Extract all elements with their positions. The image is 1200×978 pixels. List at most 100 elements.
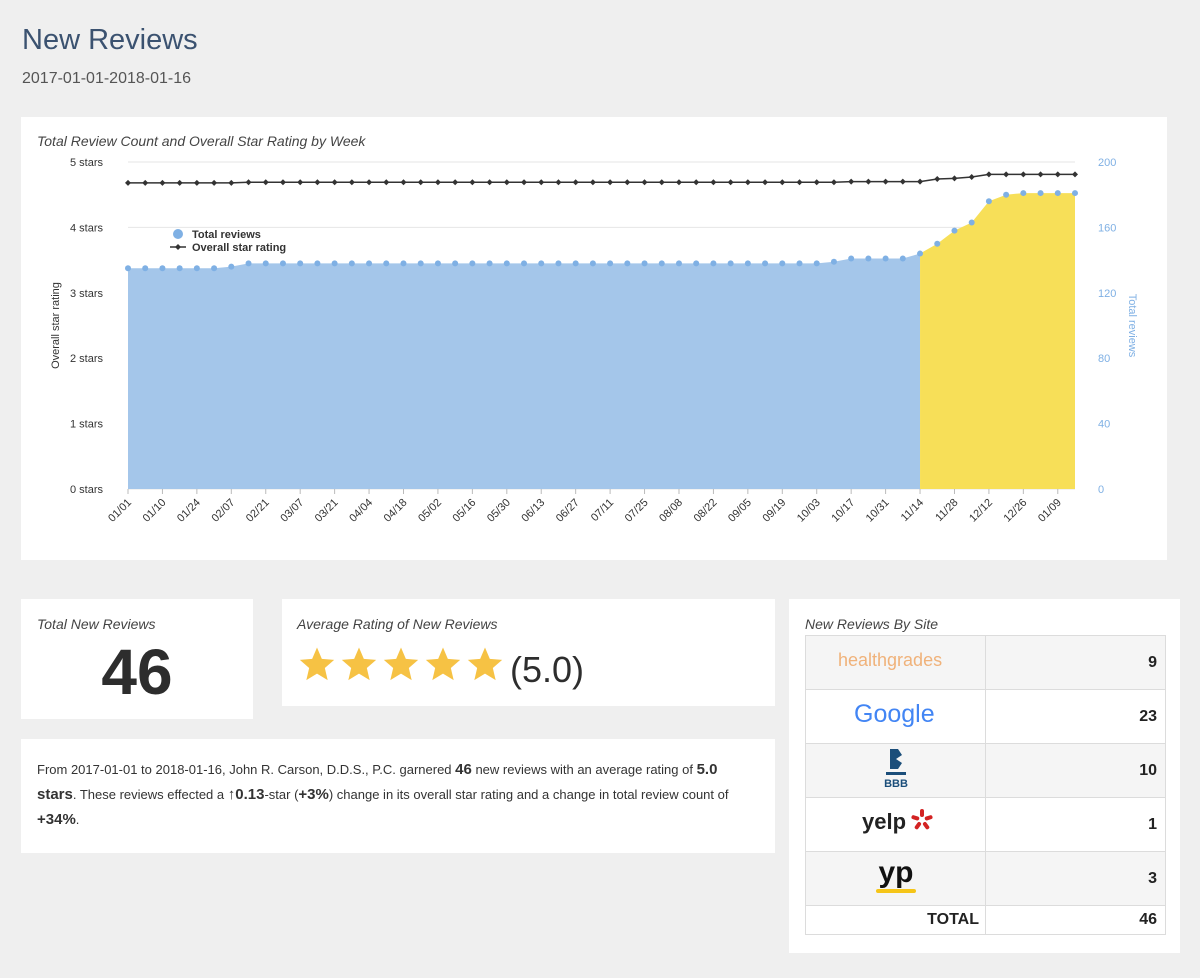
y-left-tick-label: 3 stars [70, 288, 104, 300]
total-reviews-point [521, 260, 528, 267]
total-reviews-point [934, 240, 941, 247]
star-rating-point [899, 178, 906, 185]
x-tick-label: 05/30 [485, 497, 513, 525]
star-rating-point [882, 178, 889, 185]
healthgrades-logo: healthgrades [805, 635, 986, 690]
total-reviews-point [607, 260, 614, 267]
star-rating-point [366, 179, 373, 186]
star-rating-point [693, 179, 700, 186]
x-tick-label: 02/21 [244, 497, 272, 525]
summary-star-change: 0.13 [235, 786, 265, 803]
site-count: 1 [985, 797, 1166, 852]
star-rating-point [400, 179, 407, 186]
star-icon [383, 647, 419, 681]
y-left-tick-label: 2 stars [70, 353, 104, 365]
total-reviews-point [727, 260, 734, 267]
review-chart: 0 stars 1 stars 2 stars 3 stars 4 stars 5 sta… [50, 157, 1138, 525]
google-logo: Google [805, 689, 986, 744]
chart-title: Total Review Count and Overall Star Rati… [37, 133, 366, 149]
total-reviews-point [985, 198, 992, 205]
summary-rating-unit: stars [37, 786, 73, 803]
y-left-tick-label: 0 stars [70, 484, 104, 496]
total-reviews-point [314, 260, 321, 267]
x-tick-label: 06/13 [519, 497, 547, 525]
total-reviews-point [830, 258, 837, 265]
y-right-tick-label: 160 [1098, 222, 1116, 234]
star-rating-point [417, 179, 424, 186]
legend-total-reviews-marker [173, 229, 183, 239]
star-rating [296, 645, 506, 685]
reviews-by-site-card: New Reviews By Site healthgrades 9 Googl… [789, 599, 1180, 953]
x-tick-label: 04/04 [347, 497, 375, 525]
summary-card: From 2017-01-01 to 2018-01-16, John R. C… [21, 739, 775, 853]
total-reviews-point [865, 255, 872, 262]
star-rating-point [486, 179, 493, 186]
total-new-reviews-value: 46 [101, 636, 173, 708]
total-reviews-point [366, 260, 373, 267]
x-tick-label: 05/16 [451, 497, 479, 525]
star-rating-point [796, 179, 803, 186]
total-reviews-point [589, 260, 596, 267]
total-label: TOTAL [805, 905, 986, 935]
site-count: 3 [985, 851, 1166, 906]
total-reviews-point [486, 260, 493, 267]
star-rating-point [159, 179, 166, 186]
y-right-tick-label: 40 [1098, 419, 1110, 431]
site-count: 23 [985, 689, 1166, 744]
total-reviews-point [1054, 190, 1061, 197]
x-tick-label: 07/11 [589, 497, 616, 524]
reviews-by-site-title: New Reviews By Site [805, 616, 939, 632]
svg-text:yp: yp [878, 856, 913, 889]
x-tick-label: 01/01 [106, 497, 134, 525]
total-reviews-point [228, 263, 235, 270]
y-right-tick-label: 200 [1098, 157, 1116, 169]
star-icon [299, 647, 335, 681]
star-rating-point [934, 176, 941, 183]
total-reviews-point [262, 260, 269, 267]
star-rating-point [762, 179, 769, 186]
table-row: yp 3 [805, 851, 1166, 906]
total-reviews-point [434, 260, 441, 267]
star-rating-point [572, 179, 579, 186]
x-tick-label: 12/26 [1002, 497, 1030, 525]
table-row: yelp 1 [805, 797, 1166, 852]
x-tick-label: 03/07 [278, 497, 306, 525]
y-left-tick-label: 5 stars [70, 157, 104, 169]
reviews-by-site-table: healthgrades 9 Google 23 BBB 10 [805, 635, 1166, 935]
total-reviews-point [675, 260, 682, 267]
summary-prefix: From 2017-01-01 to 2018-01-16, John R. C… [37, 762, 456, 777]
total-reviews-point [762, 260, 769, 267]
total-reviews-point [125, 265, 131, 272]
summary-count-change: +34% [37, 811, 76, 828]
total-reviews-point [538, 260, 545, 267]
star-rating-point [1020, 171, 1027, 178]
star-rating-line [128, 173, 1075, 184]
summary-text: From 2017-01-01 to 2018-01-16, John R. C… [37, 757, 757, 832]
star-rating-point [279, 179, 286, 186]
x-tick-label: 09/05 [726, 497, 754, 525]
star-rating-point [710, 179, 717, 186]
x-tick-label: 08/22 [692, 497, 720, 525]
star-rating-point [228, 179, 235, 186]
x-tick-label: 01/09 [1036, 497, 1064, 525]
star-rating-point [1003, 171, 1010, 178]
y-left-tick-label: 4 stars [70, 222, 104, 234]
total-reviews-point [452, 260, 459, 267]
total-reviews-point [331, 260, 338, 267]
summary-mid3: -star ( [264, 787, 299, 802]
total-reviews-point [1072, 190, 1078, 197]
star-icon [341, 647, 377, 681]
table-row: healthgrades 9 [805, 635, 1166, 690]
star-rating-point [521, 179, 528, 186]
chart-card: 0 stars 1 stars 2 stars 3 stars 4 stars 5 sta… [21, 117, 1167, 560]
total-reviews-point [142, 265, 149, 272]
total-reviews-point [159, 265, 166, 272]
average-rating-value: (5.0) [510, 649, 585, 690]
total-value: 46 [985, 905, 1166, 935]
star-rating-point [641, 179, 648, 186]
summary-mid2: . These reviews effected a [72, 787, 228, 802]
total-row: TOTAL 46 [805, 905, 1166, 935]
x-tick-label: 08/08 [657, 497, 685, 525]
star-rating-point [779, 179, 786, 186]
total-reviews-point [176, 265, 183, 272]
